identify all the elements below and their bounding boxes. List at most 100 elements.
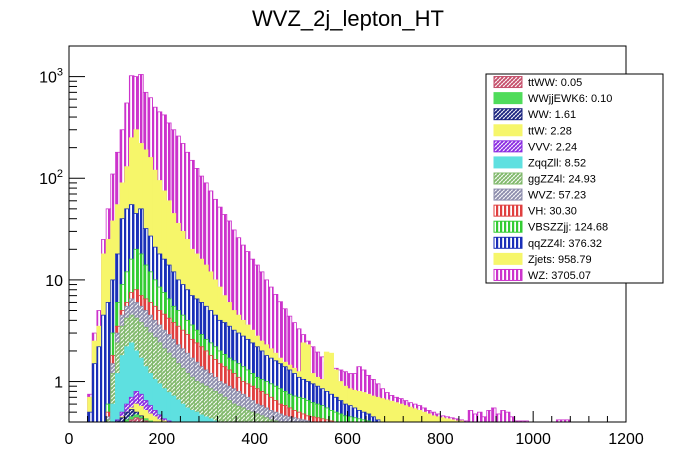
bar-Zjets-680 (384, 399, 390, 423)
y-tick-label: 102 (39, 168, 63, 188)
bar-Zjets-740 (412, 408, 418, 423)
legend-swatch (493, 204, 523, 217)
bar-WW-110 (119, 417, 126, 423)
y-tick-label: 10 (45, 273, 63, 290)
bar-VBSZZjj-610 (351, 417, 358, 423)
legend-swatch (493, 92, 523, 105)
bar-Zjets-670 (379, 398, 386, 423)
bar-Zjets-760 (421, 411, 427, 423)
x-tick-label: 0 (65, 431, 74, 448)
legend-label: qqZZ4l: 376.32 (528, 238, 602, 250)
bar-ZqqZll-200 (161, 388, 167, 423)
bar-ggZZ4l-370 (240, 407, 246, 423)
bar-ttW-180 (152, 416, 158, 423)
legend-label: VH: 30.30 (528, 206, 577, 218)
bar-WZ-870 (472, 413, 478, 423)
x-tick-label: 600 (334, 431, 361, 448)
bar-ggZZ4l-350 (231, 403, 237, 423)
bar-VBSZZjj-570 (333, 411, 339, 423)
bar-ggZZ4l-420 (263, 417, 269, 423)
bar-ZqqZll-270 (193, 411, 200, 423)
x-tick-label: 800 (427, 431, 454, 448)
bar-ZqqZll-220 (170, 395, 177, 423)
legend: ttWW: 0.05 WWjjEWK6: 0.10 WW: 1.61 ttW: 2.2… (485, 73, 664, 284)
bar-ggZZ4l-400 (254, 413, 260, 423)
legend-label: Zjets: 958.79 (528, 254, 592, 266)
bar-qqZZ4l-40 (87, 411, 93, 423)
legend-label: WW: 1.61 (528, 109, 576, 121)
bar-ggZZ4l-360 (235, 405, 242, 423)
bar-WVZ-460 (282, 415, 288, 423)
legend-swatch (493, 76, 523, 89)
legend-label: ttWW: 0.05 (528, 77, 582, 89)
bar-ggZZ4l-310 (212, 391, 218, 423)
bar-ZqqZll-210 (166, 392, 172, 423)
bar-VH-530 (314, 417, 321, 423)
bar-WZ-880 (477, 411, 483, 423)
bar-ggZZ4l-340 (226, 400, 232, 423)
legend-label: VVV: 2.24 (528, 141, 577, 153)
bar-ZqqZll-250 (184, 407, 191, 423)
bar-ggZZ4l-410 (258, 415, 265, 423)
series-ZqqZll (110, 342, 218, 423)
legend-swatch (493, 252, 523, 265)
bar-Zjets-690 (388, 400, 395, 423)
bar-qqZZ4l-60 (96, 346, 102, 423)
bar-Zjets-710 (398, 403, 404, 423)
bar-ZqqZll-100 (115, 373, 121, 423)
bar-Zjets-660 (374, 396, 381, 423)
legend-label: WZ: 3705.07 (528, 270, 591, 282)
legend-swatch (493, 220, 523, 233)
bar-Zjets-700 (393, 402, 399, 423)
bar-ggZZ4l-390 (249, 411, 256, 423)
bar-VBSZZjj-590 (342, 415, 348, 423)
axes: 0 200 400 600 800 1000 1200 1 10 102 103 (39, 45, 644, 448)
bar-Zjets-720 (402, 405, 409, 423)
bar-Zjets-730 (407, 406, 413, 423)
bar-WZ-900 (486, 410, 492, 423)
bar-Zjets-790 (435, 416, 441, 423)
bar-VBSZZjj-560 (328, 410, 334, 423)
x-tick-label: 1200 (608, 431, 644, 448)
x-tick-label: 200 (148, 431, 175, 448)
bar-WZ-890 (481, 416, 488, 423)
bar-ZqqZll-90 (110, 403, 116, 423)
legend-label: ggZZ4l: 24.93 (528, 174, 596, 186)
legend-label: ttW: 2.28 (528, 125, 572, 137)
x-tick-label: 1000 (515, 431, 551, 448)
x-tick-label: 400 (241, 431, 268, 448)
bar-WZ-910 (490, 407, 497, 423)
legend-label: WVZ: 57.23 (528, 190, 586, 202)
bar-WZ-860 (467, 410, 474, 423)
bar-Zjets-780 (430, 415, 437, 423)
bar-VBSZZjj-580 (337, 413, 344, 423)
legend-swatch (493, 172, 523, 185)
bar-ggZZ4l-320 (217, 393, 223, 423)
bar-Zjets-770 (426, 413, 432, 423)
bar-ggZZ4l-380 (244, 410, 251, 423)
legend-label: WWjjEWK6: 0.10 (528, 93, 612, 105)
bar-Zjets-750 (416, 410, 423, 423)
legend-label: ZqqZll: 8.52 (528, 157, 586, 169)
bar-WVZ-480 (291, 417, 297, 423)
bar-ggZZ4l-300 (207, 388, 214, 423)
legend-swatch (493, 124, 523, 137)
bar-WZ-930 (500, 410, 506, 423)
bar-ZqqZll-280 (198, 414, 205, 423)
legend-swatch (493, 236, 523, 249)
bar-qqZZ4l-50 (91, 363, 98, 423)
bar-ZqqZll-260 (189, 410, 195, 423)
legend-swatch (493, 156, 523, 169)
y-tick-label: 103 (39, 67, 63, 87)
legend-label: VBSZZjj: 124.68 (528, 222, 608, 234)
bar-WZ-920 (495, 413, 502, 423)
bar-VBSZZjj-600 (347, 416, 353, 423)
bar-ggZZ4l-330 (221, 396, 228, 423)
legend-swatch (493, 140, 523, 153)
y-tick-label: 1 (54, 375, 63, 392)
chart-title: WVZ_2j_lepton_HT (252, 6, 444, 31)
bar-ZqqZll-230 (175, 399, 181, 423)
bar-VH-520 (309, 416, 316, 423)
bar-Zjets-800 (439, 417, 446, 423)
